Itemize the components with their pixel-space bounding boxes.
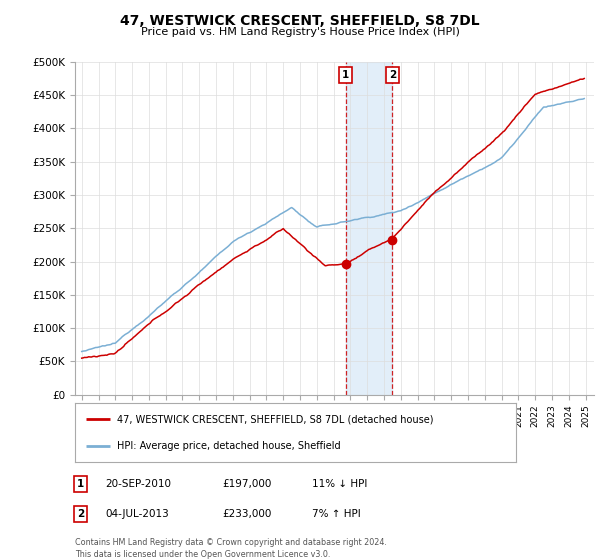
Text: 04-JUL-2013: 04-JUL-2013: [105, 509, 169, 519]
Text: 47, WESTWICK CRESCENT, SHEFFIELD, S8 7DL (detached house): 47, WESTWICK CRESCENT, SHEFFIELD, S8 7DL…: [117, 414, 433, 424]
Text: Contains HM Land Registry data © Crown copyright and database right 2024.
This d: Contains HM Land Registry data © Crown c…: [75, 538, 387, 559]
Text: 47, WESTWICK CRESCENT, SHEFFIELD, S8 7DL: 47, WESTWICK CRESCENT, SHEFFIELD, S8 7DL: [120, 14, 480, 28]
Text: 1: 1: [77, 479, 84, 489]
Text: Price paid vs. HM Land Registry's House Price Index (HPI): Price paid vs. HM Land Registry's House …: [140, 27, 460, 37]
Text: £197,000: £197,000: [222, 479, 271, 489]
Bar: [346, 62, 392, 395]
Text: 11% ↓ HPI: 11% ↓ HPI: [312, 479, 367, 489]
Text: 1: 1: [342, 70, 349, 80]
Text: HPI: Average price, detached house, Sheffield: HPI: Average price, detached house, Shef…: [117, 441, 341, 451]
Text: 20-SEP-2010: 20-SEP-2010: [105, 479, 171, 489]
Text: £233,000: £233,000: [222, 509, 271, 519]
Text: 2: 2: [389, 70, 396, 80]
Text: 7% ↑ HPI: 7% ↑ HPI: [312, 509, 361, 519]
Text: 2: 2: [77, 509, 84, 519]
